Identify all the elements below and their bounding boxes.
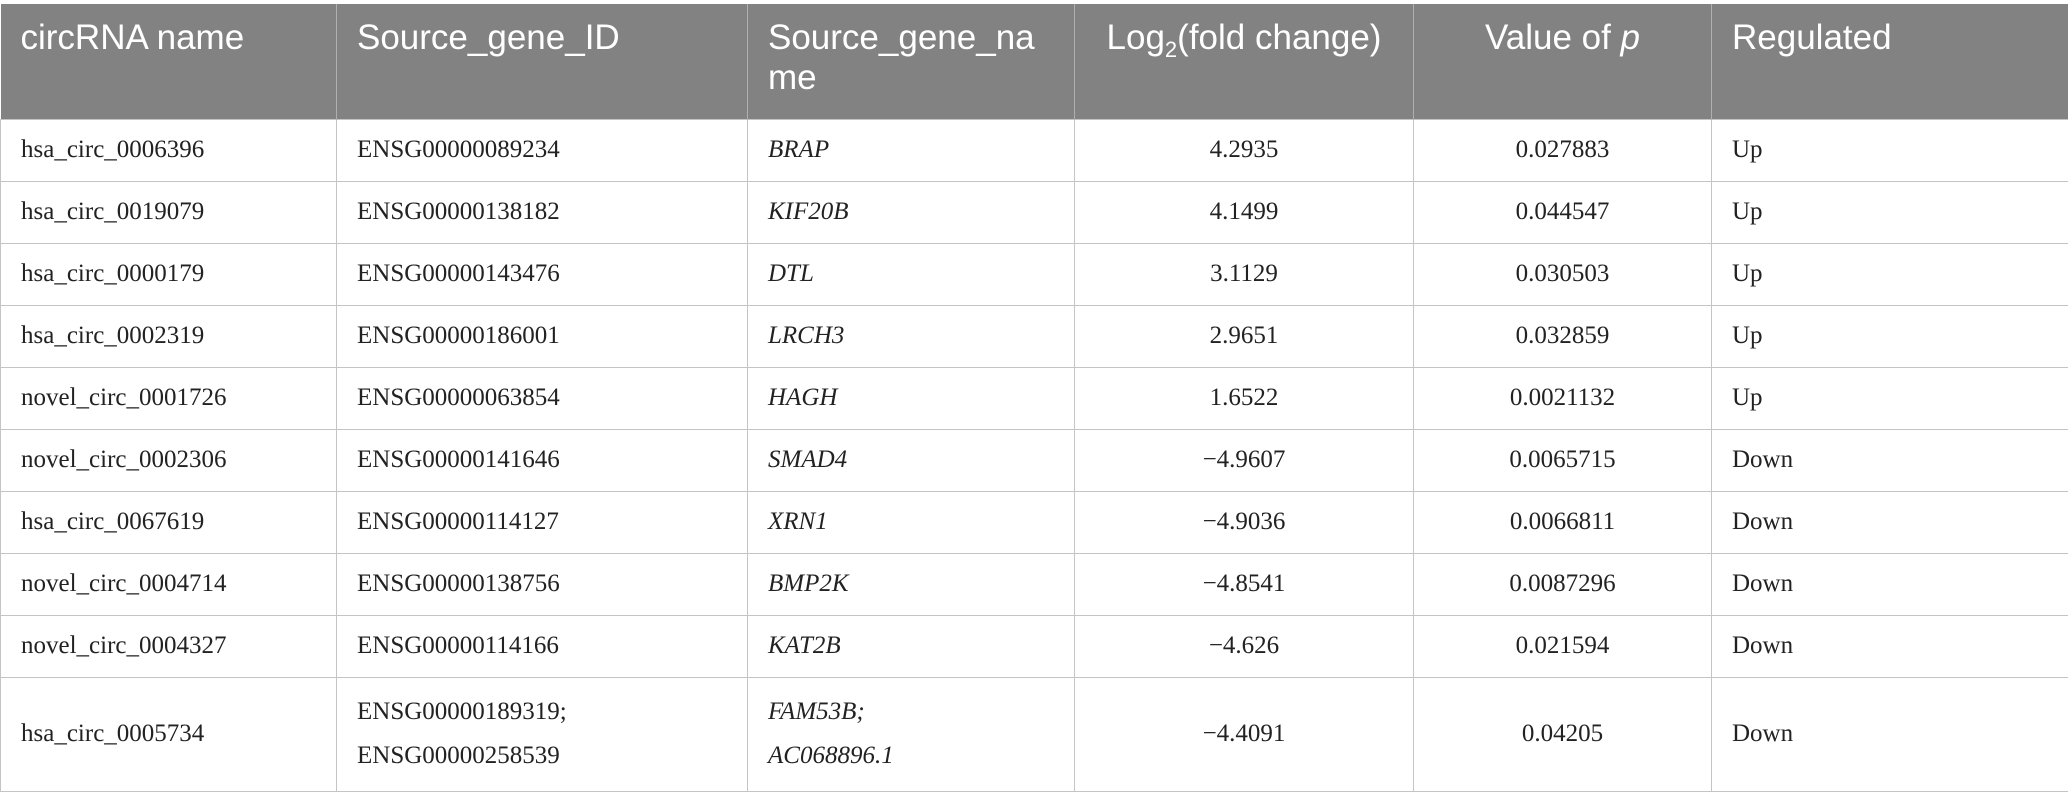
cell-line: ENSG00000258539 bbox=[357, 734, 727, 778]
table-cell: XRN1 bbox=[748, 491, 1075, 553]
table-cell: 1.6522 bbox=[1075, 367, 1414, 429]
table-cell: −4.9036 bbox=[1075, 491, 1414, 553]
table-cell: −4.626 bbox=[1075, 615, 1414, 677]
table-cell: hsa_circ_0019079 bbox=[1, 181, 337, 243]
table-cell: 4.1499 bbox=[1075, 181, 1414, 243]
table-cell: Down bbox=[1712, 553, 2068, 615]
table-cell: ENSG00000063854 bbox=[337, 367, 748, 429]
table-cell: Up bbox=[1712, 305, 2068, 367]
header-cell: Regulated bbox=[1712, 4, 2068, 119]
table-cell: BMP2K bbox=[748, 553, 1075, 615]
table-cell: KAT2B bbox=[748, 615, 1075, 677]
header-subscript: 2 bbox=[1165, 37, 1177, 62]
header-text: Value of bbox=[1485, 18, 1621, 57]
table-cell: 0.0066811 bbox=[1414, 491, 1712, 553]
table-cell: novel_circ_0001726 bbox=[1, 367, 337, 429]
header-cell: Log2(fold change) bbox=[1075, 4, 1414, 119]
table-cell: hsa_circ_0005734 bbox=[1, 677, 337, 791]
table-cell: 0.030503 bbox=[1414, 243, 1712, 305]
header-text: (fold change) bbox=[1177, 18, 1381, 57]
header-italic: p bbox=[1621, 18, 1640, 57]
table-cell: SMAD4 bbox=[748, 429, 1075, 491]
table-cell: 0.0087296 bbox=[1414, 553, 1712, 615]
header-text: circRNA name bbox=[21, 18, 245, 57]
table-cell: ENSG00000114166 bbox=[337, 615, 748, 677]
table-header: circRNA name Source_gene_ID Source_gene_na… bbox=[1, 4, 2068, 119]
table-cell: 0.0021132 bbox=[1414, 367, 1712, 429]
table-cell: −4.8541 bbox=[1075, 553, 1414, 615]
table-cell: ENSG00000189319;ENSG00000258539 bbox=[337, 677, 748, 791]
table-cell: ENSG00000141646 bbox=[337, 429, 748, 491]
table-cell: Down bbox=[1712, 615, 2068, 677]
table-cell: −4.9607 bbox=[1075, 429, 1414, 491]
table-cell: 0.021594 bbox=[1414, 615, 1712, 677]
table-cell: hsa_circ_0002319 bbox=[1, 305, 337, 367]
table-cell: 0.027883 bbox=[1414, 119, 1712, 181]
data-table: circRNA name Source_gene_ID Source_gene_na… bbox=[0, 4, 2068, 792]
page: circRNA name Source_gene_ID Source_gene_na… bbox=[0, 4, 2068, 803]
table-cell: ENSG00000143476 bbox=[337, 243, 748, 305]
table-cell: 3.1129 bbox=[1075, 243, 1414, 305]
table-cell: Up bbox=[1712, 119, 2068, 181]
table-cell: hsa_circ_0000179 bbox=[1, 243, 337, 305]
table-cell: ENSG00000114127 bbox=[337, 491, 748, 553]
table-cell: 0.0065715 bbox=[1414, 429, 1712, 491]
table-cell: novel_circ_0004327 bbox=[1, 615, 337, 677]
table-cell: Up bbox=[1712, 367, 2068, 429]
header-row: circRNA name Source_gene_ID Source_gene_na… bbox=[1, 4, 2068, 119]
table-cell: BRAP bbox=[748, 119, 1075, 181]
table-cell: DTL bbox=[748, 243, 1075, 305]
header-text: Regulated bbox=[1732, 18, 1892, 57]
table-cell: Down bbox=[1712, 429, 2068, 491]
table-cell: ENSG00000186001 bbox=[337, 305, 748, 367]
table-cell: 4.2935 bbox=[1075, 119, 1414, 181]
table-cell: FAM53B;AC068896.1 bbox=[748, 677, 1075, 791]
table-cell: novel_circ_0004714 bbox=[1, 553, 337, 615]
table-cell: ENSG00000138756 bbox=[337, 553, 748, 615]
header-text: Log bbox=[1107, 18, 1165, 57]
table-cell: ENSG00000089234 bbox=[337, 119, 748, 181]
table-cell: HAGH bbox=[748, 367, 1075, 429]
table-cell: 2.9651 bbox=[1075, 305, 1414, 367]
cell-line: ENSG00000189319; bbox=[357, 690, 727, 734]
header-cell: circRNA name bbox=[1, 4, 337, 119]
header-text: Source_gene_ID bbox=[357, 18, 620, 57]
table-cell: LRCH3 bbox=[748, 305, 1075, 367]
cell-line: AC068896.1 bbox=[768, 734, 1054, 778]
header-cell: Value of p bbox=[1414, 4, 1712, 119]
table-cell: 0.032859 bbox=[1414, 305, 1712, 367]
table-cell: Down bbox=[1712, 677, 2068, 791]
table-cell: hsa_circ_0067619 bbox=[1, 491, 337, 553]
table-cell: Down bbox=[1712, 491, 2068, 553]
table-cell: ENSG00000138182 bbox=[337, 181, 748, 243]
header-cell: Source_gene_ID bbox=[337, 4, 748, 119]
header-cell: Source_gene_name bbox=[748, 4, 1075, 119]
table-cell: Up bbox=[1712, 243, 2068, 305]
header-text: Source_gene_name bbox=[768, 18, 1035, 97]
table-cell: Up bbox=[1712, 181, 2068, 243]
table-cell: 0.044547 bbox=[1414, 181, 1712, 243]
table-cell: −4.4091 bbox=[1075, 677, 1414, 791]
table-cell: 0.04205 bbox=[1414, 677, 1712, 791]
table-cell: KIF20B bbox=[748, 181, 1075, 243]
table-cell: novel_circ_0002306 bbox=[1, 429, 337, 491]
cell-line: FAM53B; bbox=[768, 690, 1054, 734]
table-cell: hsa_circ_0006396 bbox=[1, 119, 337, 181]
